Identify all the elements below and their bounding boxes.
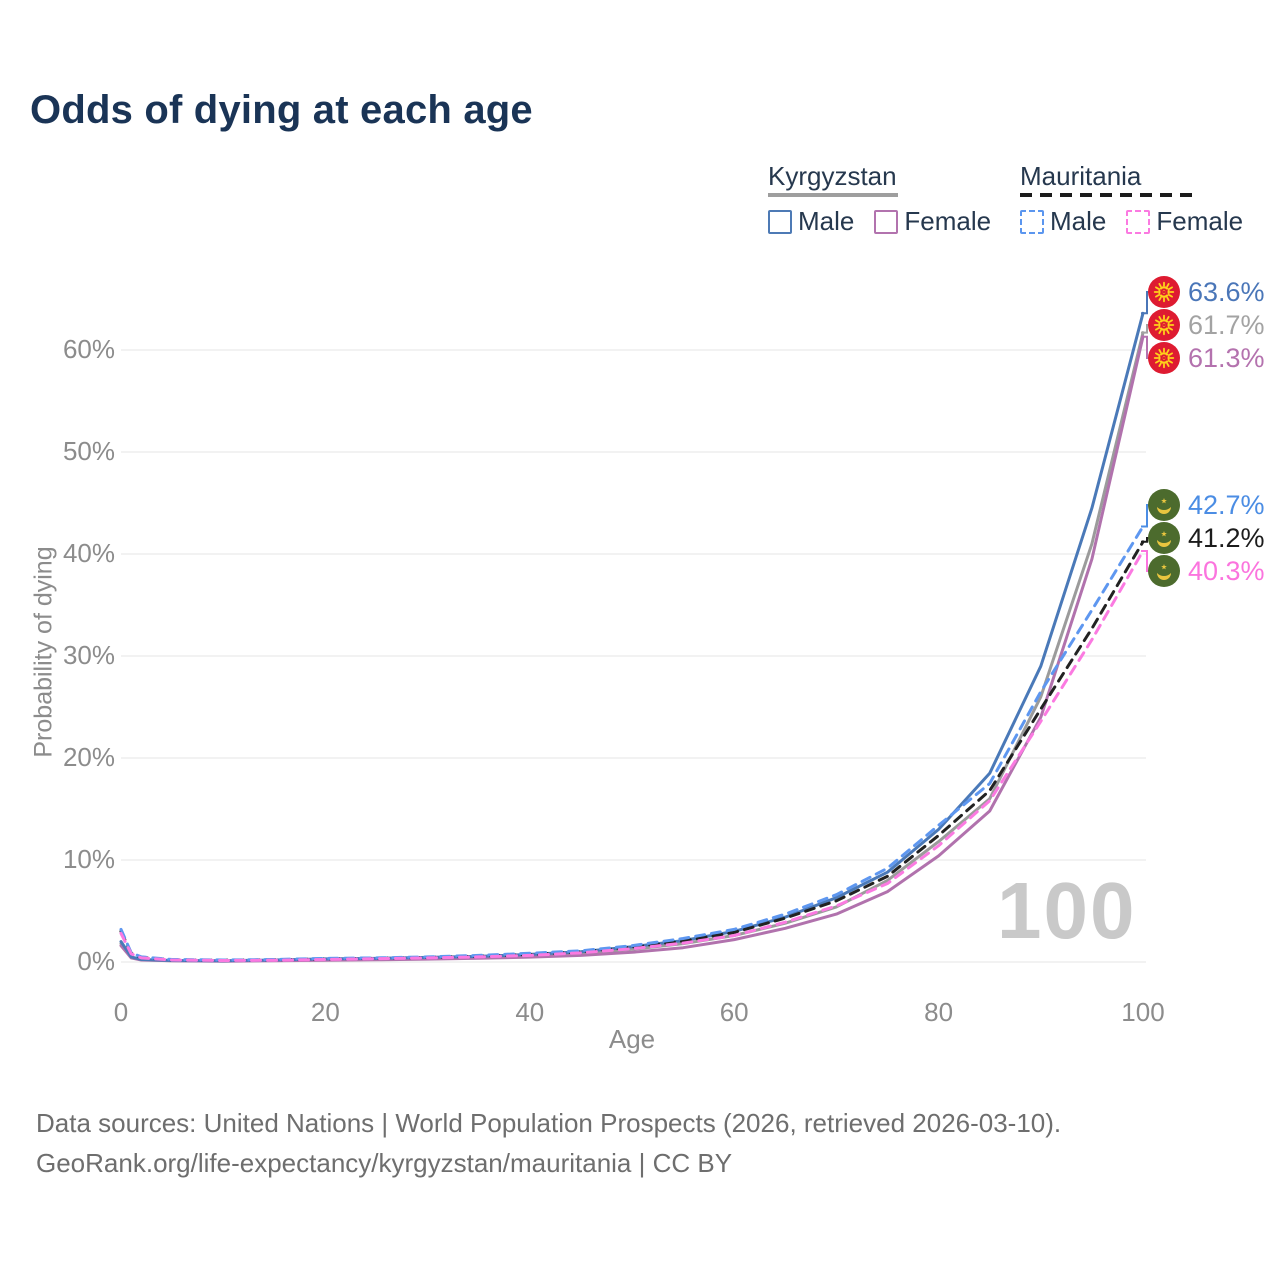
end-label-kyrgyzstan_male: 63.6% [1147,275,1265,309]
mauritania-flag-icon [1148,489,1180,521]
mauritania-flag-icon [1148,555,1180,587]
series-line-kyrgyzstan_both [119,331,1145,963]
y-tick-label-50: 50% [62,436,115,466]
end-label-value-kyrgyzstan_both: 61.7% [1188,309,1265,340]
x-axis-title: Age [608,1024,656,1054]
series-line-mauritania_both [119,540,1145,962]
end-label-kyrgyzstan_both: 61.7% [1147,308,1265,342]
legend-label-kyrgyzstan-male[interactable]: Male [798,206,855,236]
x-tick-label-0: 0 [113,997,129,1027]
end-label-mauritania_both: 41.2% [1147,521,1265,555]
y-tick-label-60: 60% [62,334,115,364]
legend-country-kyrgyzstan[interactable]: Kyrgyzstan [768,161,897,191]
page-title: Odds of dying at each age [30,88,533,132]
kyrgyzstan-flag-icon [1148,309,1180,341]
legend-row-mauritania: Male Female [1020,206,1263,237]
legend-label-mauritania-female[interactable]: Female [1156,206,1244,236]
legend-swatch-mauritania-female[interactable] [1126,209,1151,234]
legend-underline-mauritania [1020,193,1196,197]
end-label-value-mauritania_female: 40.3% [1188,555,1265,586]
series-line-kyrgyzstan_male [119,311,1145,963]
legend-label-kyrgyzstan-female[interactable]: Female [904,206,992,236]
legend-label-mauritania-male[interactable]: Male [1050,206,1107,236]
y-tick-label-30: 30% [62,640,115,670]
kyrgyzstan-flag-icon [1148,276,1180,308]
legend-underline-kyrgyzstan [768,193,898,197]
legend-group-mauritania: Mauritania Male Female [1020,162,1263,237]
y-tick-label-10: 10% [62,844,115,874]
y-tick-label-40: 40% [62,538,115,568]
end-label-kyrgyzstan_female: 61.3% [1147,341,1265,375]
x-tick-label-20: 20 [310,997,340,1027]
legend-row-kyrgyzstan: Male Female [768,206,1011,237]
legend-swatch-mauritania-male[interactable] [1020,209,1044,234]
x-tick-label-80: 80 [924,997,954,1027]
end-label-value-kyrgyzstan_male: 63.6% [1188,276,1265,307]
end-label-value-mauritania_male: 42.7% [1188,489,1265,520]
y-tick-label-0: 0% [77,946,115,976]
y-tick-label-20: 20% [62,742,115,772]
x-tick-label-100: 100 [1121,997,1165,1027]
end-label-mauritania_female: 40.3% [1147,554,1265,588]
kyrgyzstan-flag-icon [1148,342,1180,374]
age-watermark: 100 [997,866,1137,955]
end-label-value-mauritania_both: 41.2% [1188,522,1265,553]
footer-data-sources: Data sources: United Nations | World Pop… [36,1108,1062,1138]
legend-group-kyrgyzstan: Kyrgyzstan Male Female [768,162,1011,237]
legend-country-mauritania[interactable]: Mauritania [1020,161,1142,191]
legend-swatch-kyrgyzstan-female[interactable] [874,209,899,234]
series-line-mauritania_female [119,549,1145,962]
end-label-value-kyrgyzstan_female: 61.3% [1188,342,1265,373]
series-line-kyrgyzstan_female [119,335,1145,963]
mauritania-flag-icon [1148,522,1180,554]
footer-attribution-link[interactable]: GeoRank.org/life-expectancy/kyrgyzstan/m… [36,1148,733,1178]
end-label-mauritania_male: 42.7% [1147,488,1265,522]
legend-swatch-kyrgyzstan-male[interactable] [768,209,792,234]
x-tick-label-60: 60 [719,997,749,1027]
series-line-mauritania_male [119,525,1145,962]
x-tick-label-40: 40 [515,997,545,1027]
